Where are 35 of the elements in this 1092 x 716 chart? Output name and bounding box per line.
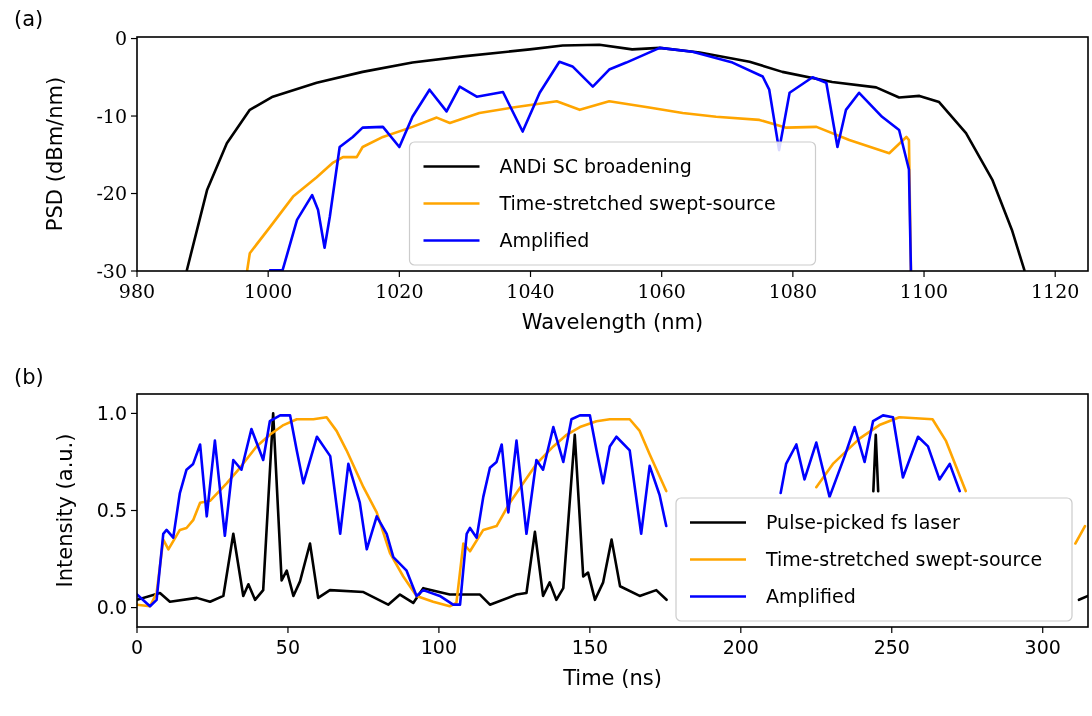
x-tick-label: 300 <box>1024 636 1061 658</box>
y-axis-title: PSD (dBm/nm) <box>42 76 67 232</box>
x-tick-label: 0 <box>130 636 144 658</box>
y-tick-label: 1.0 <box>96 402 127 425</box>
x-tick-label: 200 <box>722 636 759 658</box>
line-series <box>268 46 913 271</box>
x-tick-label: 250 <box>873 636 910 658</box>
y-tick-label: -20 <box>96 182 127 205</box>
x-tick-label: 1100 <box>899 280 949 302</box>
y-tick-label: -10 <box>96 104 127 127</box>
y-tick-label: 0.0 <box>96 596 127 619</box>
x-tick-label: 150 <box>571 636 608 658</box>
legend-label: Time-stretched swept-source <box>765 548 1043 571</box>
text: (b) <box>14 365 44 389</box>
y-tick-label: 0.5 <box>96 499 127 522</box>
legend-label: Amplified <box>766 585 856 608</box>
x-tick-label: 1020 <box>375 280 424 302</box>
legend-label: Amplified <box>499 229 590 252</box>
y-tick-label: 0 <box>114 27 127 50</box>
x-tick-label: 1060 <box>637 280 686 302</box>
legend-label: ANDi SC broadening <box>499 155 692 178</box>
x-tick-label: 980 <box>118 280 156 302</box>
x-tick-label: 1040 <box>506 280 555 302</box>
x-axis-title: Time (ns) <box>562 666 662 690</box>
x-tick-label: 1000 <box>243 280 293 302</box>
text: (a) <box>14 7 44 31</box>
x-tick-label: 50 <box>275 636 301 658</box>
y-tick-label: -30 <box>96 259 127 282</box>
x-tick-label: 1120 <box>1031 280 1080 302</box>
legend-label: Pulse-picked fs laser <box>766 511 960 534</box>
y-axis-title: Intensity (a.u.) <box>52 433 77 588</box>
legend-label: Time-stretched swept-source <box>498 192 776 215</box>
x-axis-title: Wavelength (nm) <box>521 310 704 334</box>
x-tick-label: 1080 <box>768 280 818 302</box>
x-tick-label: 100 <box>420 636 458 658</box>
